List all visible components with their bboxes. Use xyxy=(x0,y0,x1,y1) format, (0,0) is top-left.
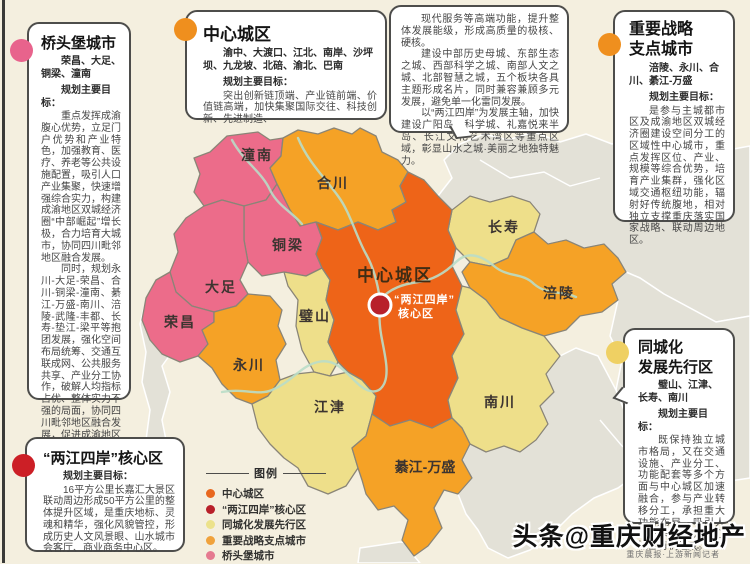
legend-label: 中心城区 xyxy=(222,488,264,501)
goal-label: 规划主要目标： xyxy=(649,92,719,103)
legend-item: 中心城区 xyxy=(206,486,326,502)
legend-title: 图例 xyxy=(254,468,278,480)
district-label-tongnan: 潼南 xyxy=(241,147,273,163)
infobox-tongcheng-title: 同城化 发展先行区 xyxy=(638,338,725,377)
infobox-zhidian-title-line1: 重要战略 xyxy=(629,21,694,38)
district-label-yongchuan: 永川 xyxy=(232,357,265,373)
core-area-label-line2: 核心区 xyxy=(398,306,434,320)
infobox-center-cities: 渝中、大渡口、江北、南岸、沙坪坝、九龙坡、北碚、渝北、巴南 xyxy=(203,48,373,72)
river-yangtze-east xyxy=(378,254,578,302)
district-label-center: 中心城区 xyxy=(357,265,433,285)
infobox-qiaotoubao-title: 桥头堡城市 xyxy=(41,35,117,52)
river-fujiang xyxy=(230,138,304,226)
district-label-dazu: 大足 xyxy=(205,279,237,295)
infobox-core: “两江四岸”核心区 规划主要目标： 16平方公里长嘉汇大景区联动周边形成50平方… xyxy=(25,437,185,554)
infobox-tongcheng-cities: 璧山、江津、长寿、南川 xyxy=(638,380,718,404)
center-dot-icon xyxy=(174,18,197,41)
legend-label: “两江四岸”核心区 xyxy=(222,503,306,516)
infobox-core-title: “两江四岸”核心区 xyxy=(43,450,164,467)
infobox-center-continued: 现代服务等高端功能，提升整体发展能级，形成高质量的极核、硬核。 建设中部历史母城… xyxy=(389,5,569,167)
district-label-fuling: 涪陵 xyxy=(543,285,575,301)
legend-item: 重要战略支点城市 xyxy=(206,533,326,549)
infobox-center-paragraph: 建设中部历史母城、东部生态之城、西部科学之城、南部人文之城、北部智慧之城，五个板… xyxy=(401,49,559,108)
goal-label: 规划主要目标： xyxy=(63,471,133,482)
credit-line: 重庆晨报·上游新闻记者 xyxy=(626,550,720,559)
district-label-bishan: 璧山 xyxy=(298,308,331,324)
legend-dash xyxy=(206,472,249,474)
infobox-qiaotoubao: 桥头堡城市 荣昌、大足、铜梁、潼南 规划主要目标： 重点发挥成渝腹心优势，立足门… xyxy=(27,22,131,452)
zhidian-dot-icon xyxy=(598,33,621,56)
district-label-jiangjin: 江津 xyxy=(314,399,346,415)
district-fuling xyxy=(461,231,627,337)
qiaotoubao-dot-icon xyxy=(10,39,33,62)
legend-label: 同城化发展先行区 xyxy=(222,519,306,532)
district-qijiang-wansheng xyxy=(351,413,473,557)
infobox-zhidian-cities: 涪陵、永川、合川、綦江-万盛 xyxy=(629,63,719,87)
infobox-center-title: 中心城区 xyxy=(203,25,271,44)
infobox-zhidian-title: 重要战略 支点城市 xyxy=(629,20,725,60)
legend-dot-qiaotoubao xyxy=(206,551,215,561)
legend-item: 同城化发展先行区 xyxy=(206,517,326,533)
river-jialing xyxy=(296,136,382,302)
goal-label: 规划主要目标： xyxy=(41,85,111,109)
legend-label: 重要战略支点城市 xyxy=(222,534,306,547)
infobox-zhidian: 重要战略 支点城市 涪陵、永川、合川、綦江-万盛 规划主要目标： 是参与主城都市… xyxy=(613,10,735,246)
legend-dot-center xyxy=(206,489,215,499)
district-label-tongliang: 铜梁 xyxy=(272,237,304,253)
legend-dash xyxy=(283,472,326,474)
legend-item: “两江四岸”核心区 xyxy=(206,502,326,518)
infobox-qiaotoubao-paragraph: 同时，规划永川-大足-荣昌、合川-铜梁-潼南、綦江-万盛-南川、涪陵-武隆-丰都… xyxy=(41,264,121,452)
page-left-border xyxy=(2,0,5,563)
district-label-hechuan: 合川 xyxy=(317,175,349,191)
core-area-label-line1: “两江四岸” xyxy=(394,292,455,306)
legend-label: 桥头堡城市 xyxy=(222,550,275,563)
infobox-tongcheng-title-line2: 发展先行区 xyxy=(638,358,714,376)
core-dot-icon xyxy=(12,454,35,477)
goal-label: 规划主要目标： xyxy=(223,77,293,88)
gray-boundary-line xyxy=(479,159,601,187)
legend-dot-zhidian xyxy=(206,535,215,545)
infobox-qiaotoubao-cities: 荣昌、大足、铜梁、潼南 xyxy=(41,56,121,80)
legend-dot-core xyxy=(206,504,215,514)
infobox-qiaotoubao-paragraph: 重点发挥成渝腹心优势，立足门户优势和产业特色，加强教育、医疗、养老等公共设施配置… xyxy=(41,111,121,264)
core-area-marker xyxy=(367,292,393,318)
district-label-rongchang: 荣昌 xyxy=(163,314,196,330)
tongcheng-dot-icon xyxy=(606,341,629,364)
legend: 图例 中心城区 “两江四岸”核心区 同城化发展先行区 重要战略支点城市 桥头堡城… xyxy=(206,465,326,564)
infobox-center-paragraph: 现代服务等高端功能，提升整体发展能级，形成高质量的极核、硬核。 xyxy=(401,14,559,49)
infobox-center: 中心城区 渝中、大渡口、江北、南岸、沙坪坝、九龙坡、北碚、渝北、巴南 规划主要目… xyxy=(185,10,387,125)
infobox-tongcheng: 同城化 发展先行区 璧山、江津、长寿、南川 规划主要目标： 既保持独立城市格局，… xyxy=(612,328,735,552)
district-dazu xyxy=(169,199,249,313)
legend-item: 桥头堡城市 xyxy=(206,548,326,564)
district-label-qijiang-wansheng: 綦江-万盛 xyxy=(394,459,456,475)
infobox-tongcheng-paragraph: 既保持独立城市格局，又在交通设施、产业分工、功能配套等多个方面与中心城区加速融合… xyxy=(638,435,725,553)
river-yangtze-west xyxy=(220,298,388,394)
infobox-tongcheng-title-line1: 同城化 xyxy=(638,339,684,356)
goal-label: 规划主要目标： xyxy=(638,409,708,433)
infobox-core-paragraph: 16平方公里长嘉汇大景区联动周边形成50平方公里的整体提升区域，是重庆地标、灵魂… xyxy=(43,484,175,555)
district-label-nanchuan: 南川 xyxy=(484,394,516,410)
watermark-text: 头条@重庆财经地产 xyxy=(512,523,746,551)
district-label-changshou: 长寿 xyxy=(488,219,520,235)
legend-header: 图例 xyxy=(206,465,326,481)
infobox-center-paragraph: 以“两江四岸”为发展主轴，加快建设广阳岛、科学城、礼嘉悦来半岛、长江文化艺术湾区… xyxy=(401,108,559,167)
infobox-zhidian-title-line2: 支点城市 xyxy=(629,41,694,58)
infobox-zhidian-paragraph: 是参与主城都市区及成渝地区双城经济圈建设空间分工的区域性中心城市，重点发挥区位、… xyxy=(629,105,725,247)
legend-dot-tongcheng xyxy=(206,520,215,530)
district-nanchuan xyxy=(447,285,561,453)
infobox-center-paragraph: 突出创新链顶端、产业链前端、价值链高端，加快集聚国际交往、科技创新、先进制造、 xyxy=(203,90,377,126)
